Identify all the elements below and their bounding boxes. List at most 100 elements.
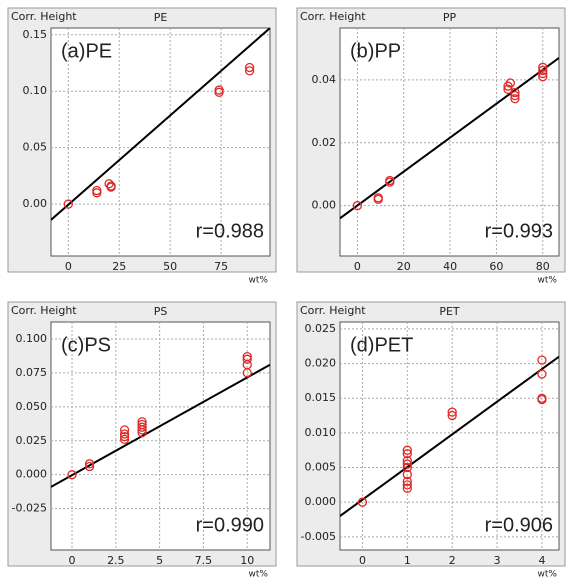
annotation: (c)PS bbox=[61, 334, 111, 356]
chart-panel: PE Corr. Height wt% 0.00 0.05 0.10 0.15 0 25 50 75… bbox=[7, 7, 277, 286]
x-tick-label: 20 bbox=[397, 260, 411, 273]
x-tick-label: 40 bbox=[443, 260, 457, 273]
chart-panel: PP Corr. Height wt% 0.00 0.02 0.04 0 20 40 60 80 (b… bbox=[296, 7, 566, 286]
data-point bbox=[537, 355, 547, 365]
y-tick-label: 0.005 bbox=[305, 461, 337, 474]
chart-title: PS bbox=[154, 305, 168, 318]
data-point bbox=[510, 90, 520, 101]
trend-line bbox=[51, 363, 270, 488]
data-point bbox=[244, 66, 255, 76]
y-axis-label: Corr. Height bbox=[300, 304, 366, 317]
data-point bbox=[357, 497, 368, 507]
data-point bbox=[242, 351, 252, 362]
r-label: r=0.993 bbox=[485, 220, 553, 242]
data-point bbox=[402, 480, 412, 490]
x-tick-label: 5 bbox=[156, 554, 163, 567]
y-tick-label: 0.025 bbox=[305, 322, 337, 335]
y-tick-label: 0.00 bbox=[23, 197, 48, 210]
plot-area bbox=[50, 321, 271, 551]
data-point bbox=[244, 62, 255, 73]
r-label: r=0.988 bbox=[196, 220, 264, 242]
trend-line bbox=[340, 57, 559, 220]
x-tick-label: 0 bbox=[354, 260, 361, 273]
data-point bbox=[510, 94, 520, 104]
y-axis-label: Corr. Height bbox=[11, 304, 77, 317]
data-point bbox=[106, 182, 116, 192]
trend-line bbox=[340, 355, 559, 517]
y-tick-label: 0.10 bbox=[23, 84, 48, 97]
y-tick-label: -0.005 bbox=[301, 530, 336, 543]
x-axis-label: wt% bbox=[249, 570, 269, 580]
y-tick-label: 0.05 bbox=[23, 141, 48, 154]
data-point bbox=[242, 354, 252, 364]
data-point bbox=[385, 175, 395, 186]
trend-line bbox=[51, 28, 270, 221]
x-tick-label: 2.5 bbox=[107, 554, 125, 567]
data-point bbox=[119, 432, 130, 442]
y-tick-label: 0.100 bbox=[16, 332, 48, 345]
x-tick-label: 2 bbox=[449, 554, 456, 567]
y-tick-label: 0.020 bbox=[305, 357, 337, 370]
data-point bbox=[402, 445, 412, 455]
x-tick-label: 0 bbox=[65, 260, 72, 273]
y-tick-label: 0.075 bbox=[16, 366, 48, 379]
data-point bbox=[538, 72, 548, 82]
plot-area bbox=[339, 27, 560, 257]
x-tick-label: 80 bbox=[536, 260, 550, 273]
x-tick-label: 25 bbox=[112, 260, 126, 273]
annotation: (d)PET bbox=[350, 334, 413, 356]
data-point bbox=[119, 429, 130, 439]
data-point bbox=[119, 425, 130, 435]
x-tick-label: 7.5 bbox=[195, 554, 213, 567]
y-tick-label: 0.015 bbox=[305, 391, 337, 404]
x-tick-label: 3 bbox=[494, 554, 501, 567]
data-point bbox=[92, 185, 102, 196]
data-point bbox=[84, 459, 95, 469]
x-tick-label: 1 bbox=[404, 554, 411, 567]
data-point bbox=[63, 199, 73, 209]
data-point bbox=[137, 419, 147, 430]
x-tick-label: 50 bbox=[163, 260, 177, 273]
x-axis-label: wt% bbox=[538, 570, 558, 580]
data-point bbox=[402, 462, 412, 473]
data-point bbox=[538, 68, 548, 79]
x-tick-label: 10 bbox=[240, 554, 254, 567]
data-point bbox=[402, 469, 412, 480]
data-point bbox=[537, 393, 547, 403]
data-point bbox=[373, 193, 383, 203]
y-tick-label: 0.04 bbox=[312, 73, 337, 86]
y-axis-label: Corr. Height bbox=[300, 10, 366, 23]
x-axis-label: wt% bbox=[538, 276, 558, 286]
y-tick-label: 0.000 bbox=[16, 468, 48, 481]
data-point bbox=[67, 470, 77, 480]
y-axis-label: Corr. Height bbox=[11, 10, 77, 23]
data-point bbox=[402, 459, 412, 469]
chart-panel: PS Corr. Height wt% -0.025 0.000 0.025 0.050 0.… bbox=[7, 301, 277, 580]
y-tick-label: 0.02 bbox=[312, 136, 337, 149]
x-axis-label: wt% bbox=[249, 276, 269, 286]
x-tick-label: 60 bbox=[489, 260, 503, 273]
chart-title: PP bbox=[443, 11, 457, 24]
annotation: (b)PP bbox=[350, 40, 401, 62]
data-point bbox=[137, 417, 147, 427]
data-point bbox=[137, 422, 147, 432]
plot-area bbox=[50, 27, 271, 257]
data-point bbox=[402, 455, 412, 466]
data-point bbox=[538, 65, 548, 76]
x-tick-label: 75 bbox=[214, 260, 228, 273]
y-tick-label: 0.025 bbox=[16, 434, 48, 447]
r-label: r=0.906 bbox=[485, 514, 553, 536]
x-tick-label: 0 bbox=[69, 554, 76, 567]
chart-title: PE bbox=[154, 11, 168, 24]
chart-title: PET bbox=[439, 305, 460, 318]
data-point bbox=[538, 62, 548, 72]
data-point bbox=[402, 476, 412, 487]
y-tick-label: 0.00 bbox=[312, 199, 337, 212]
data-point bbox=[537, 369, 547, 379]
data-point bbox=[119, 434, 130, 445]
chart-panel: PET Corr. Height wt% -0.005 0.000 0.005 0.010 0… bbox=[296, 301, 566, 580]
data-point bbox=[402, 483, 412, 493]
y-tick-label: -0.025 bbox=[12, 502, 47, 515]
data-point bbox=[214, 85, 224, 95]
annotation: (a)PE bbox=[61, 40, 112, 62]
